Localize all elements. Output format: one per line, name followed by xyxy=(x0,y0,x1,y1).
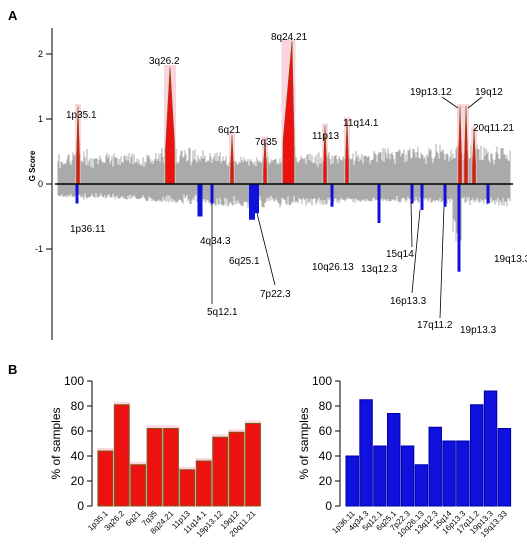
del-peak-label: 1p36.11 xyxy=(70,224,106,235)
bar xyxy=(373,445,387,507)
del-peak-label: 19q13.33 xyxy=(494,254,527,265)
label-leader-line xyxy=(439,206,445,319)
del-peak-label: 6q25.1 xyxy=(229,256,260,267)
bar xyxy=(345,455,359,507)
y-tick-label: 0 xyxy=(38,179,43,189)
y-tick-label: 20 xyxy=(319,474,333,488)
amp-peak-label: 19p13.12 xyxy=(410,87,452,98)
bar xyxy=(113,404,130,507)
bar xyxy=(470,404,484,507)
label-leader-line xyxy=(411,209,421,294)
y-axis-label: % of samples xyxy=(297,407,311,479)
del-peak xyxy=(486,184,490,204)
bar xyxy=(359,399,373,507)
y-tick-label: 2 xyxy=(38,49,43,59)
y-tick-label: 0 xyxy=(77,499,84,513)
y-axis-label: G Score xyxy=(28,150,37,181)
del-peak-label: 5q12.1 xyxy=(207,307,238,318)
y-tick-label: 100 xyxy=(312,374,332,388)
bar xyxy=(195,460,212,507)
amp-peak-label: 7q35 xyxy=(255,137,278,148)
bar xyxy=(442,440,456,507)
amp-peak-label: 20q11.21 xyxy=(473,123,514,134)
bar xyxy=(228,431,245,507)
bar xyxy=(428,426,442,507)
y-tick-label: 40 xyxy=(71,449,85,463)
label-leader-line xyxy=(467,96,483,109)
bar xyxy=(414,464,429,507)
del-peak xyxy=(75,184,79,204)
del-peak-label: 13q12.3 xyxy=(361,264,398,275)
bar xyxy=(97,450,114,507)
amp-peak-label: 8q24.21 xyxy=(271,32,308,43)
del-peak-label: 10q26.13 xyxy=(312,262,354,273)
del-peak xyxy=(249,184,255,220)
bar xyxy=(146,428,163,507)
bar xyxy=(179,469,196,507)
bar xyxy=(400,445,415,507)
y-tick-label: 80 xyxy=(71,399,85,413)
del-peak xyxy=(443,184,447,207)
panel-a-label: A xyxy=(8,8,18,23)
x-tick-label: 6q21 xyxy=(124,509,143,528)
del-peak xyxy=(420,184,424,210)
del-peak-label: 4q34.3 xyxy=(200,236,231,247)
bar xyxy=(483,390,498,507)
del-peak xyxy=(457,184,461,272)
bar xyxy=(245,423,261,507)
del-peak-label: 16p13.3 xyxy=(390,296,427,307)
del-peak-label: 19p13.3 xyxy=(460,325,497,336)
del-peak xyxy=(253,184,259,214)
del-peak-label: 7p22.3 xyxy=(260,289,291,300)
del-peak xyxy=(197,184,203,217)
del-peak-label: 15q14 xyxy=(386,249,414,260)
del-peak xyxy=(410,184,414,204)
y-tick-label: 0 xyxy=(325,499,332,513)
del-peak xyxy=(210,184,214,204)
amp-peak-label: 19q12 xyxy=(475,87,503,98)
y-tick-label: 100 xyxy=(64,374,84,388)
bar xyxy=(387,413,401,507)
bar xyxy=(163,428,179,507)
bar xyxy=(130,464,147,507)
y-tick-label: 60 xyxy=(71,424,85,438)
amp-peak-label: 6q21 xyxy=(218,125,241,136)
y-tick-label: 1 xyxy=(38,114,43,124)
bar xyxy=(497,428,512,507)
amp-peak-label: 3q26.2 xyxy=(149,56,180,67)
y-axis-label: % of samples xyxy=(49,407,63,479)
del-peak-label: 17q11.2 xyxy=(417,320,453,331)
y-tick-label: -1 xyxy=(35,244,43,254)
amp-peak-label: 11p13 xyxy=(312,131,340,142)
amp-peak-label: 11q14.1 xyxy=(343,118,379,129)
bar xyxy=(456,440,470,507)
y-tick-label: 40 xyxy=(319,449,333,463)
label-leader-line xyxy=(441,96,459,109)
bar xyxy=(212,436,229,507)
del-peak xyxy=(377,184,381,223)
amp-peak-label: 1p35.1 xyxy=(66,110,97,121)
del-peak xyxy=(330,184,334,207)
y-tick-label: 80 xyxy=(319,399,333,413)
panel-b-label: B xyxy=(8,362,17,377)
y-tick-label: 20 xyxy=(71,474,85,488)
label-leader-line xyxy=(256,213,276,286)
label-leader-line xyxy=(410,201,413,248)
y-tick-label: 60 xyxy=(319,424,333,438)
